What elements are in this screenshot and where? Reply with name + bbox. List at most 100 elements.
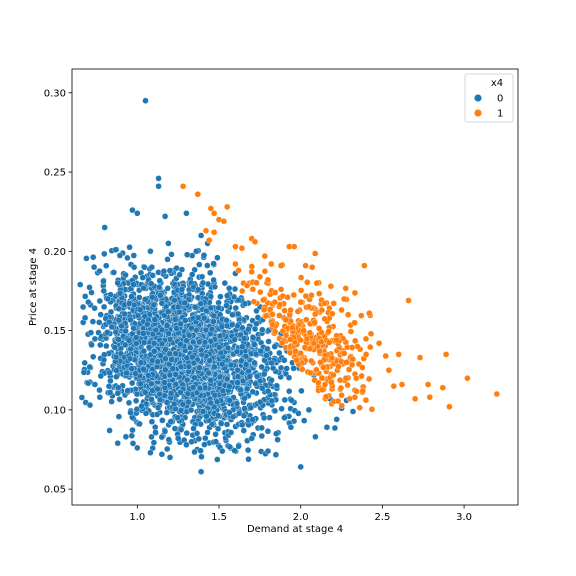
data-point-series-1 [306, 345, 314, 352]
data-point-series-1 [309, 264, 316, 271]
data-point-series-1 [297, 287, 305, 294]
data-point-series-0 [185, 363, 192, 370]
data-point-series-0 [223, 421, 231, 428]
data-point-series-0 [106, 427, 113, 434]
data-point-series-1 [268, 260, 275, 268]
data-point-series-1 [232, 243, 239, 250]
data-point-series-1 [342, 375, 350, 382]
data-point-series-0 [142, 296, 149, 303]
data-point-series-0 [81, 359, 88, 367]
data-point-series-0 [183, 376, 191, 384]
data-point-series-1 [251, 238, 259, 245]
data-point-series-1 [287, 306, 294, 314]
data-point-series-0 [162, 366, 169, 373]
data-point-series-0 [219, 447, 226, 455]
data-point-series-0 [177, 407, 185, 414]
data-point-series-1 [248, 268, 255, 276]
data-point-series-0 [115, 317, 123, 324]
data-point-series-0 [312, 433, 319, 440]
data-point-series-0 [160, 268, 168, 275]
data-point-series-1 [312, 250, 319, 257]
data-point-series-0 [221, 279, 228, 287]
legend-box [464, 73, 514, 123]
data-point-series-0 [121, 310, 128, 318]
data-point-series-0 [258, 363, 265, 371]
data-point-series-0 [242, 353, 250, 360]
data-point-series-0 [204, 429, 211, 436]
data-point-series-0 [181, 299, 188, 306]
data-point-series-1 [260, 296, 267, 304]
data-point-series-0 [115, 305, 122, 312]
data-point-series-1 [282, 332, 290, 339]
data-point-series-1 [326, 339, 333, 346]
data-point-series-1 [493, 390, 500, 398]
data-point-series-0 [226, 383, 233, 390]
data-point-series-0 [100, 287, 107, 295]
data-point-series-0 [144, 321, 151, 328]
data-point-series-0 [331, 424, 339, 432]
data-point-series-0 [226, 285, 233, 292]
data-point-series-0 [90, 254, 97, 261]
data-point-series-0 [197, 346, 205, 354]
data-point-series-0 [100, 356, 108, 364]
data-point-series-0 [183, 354, 190, 361]
data-point-series-1 [320, 364, 327, 371]
data-point-series-0 [234, 379, 241, 386]
data-point-series-1 [346, 395, 353, 402]
data-point-series-0 [175, 435, 182, 442]
data-point-series-1 [206, 237, 213, 244]
data-point-series-0 [168, 251, 175, 258]
data-point-series-0 [214, 425, 222, 432]
data-point-series-1 [336, 377, 344, 384]
data-point-series-0 [216, 344, 223, 351]
data-point-series-1 [390, 382, 397, 390]
data-point-series-0 [83, 255, 90, 262]
data-point-series-0 [147, 449, 154, 456]
data-point-series-0 [133, 334, 140, 341]
data-point-series-0 [183, 429, 190, 437]
data-point-series-0 [131, 301, 138, 309]
data-point-series-0 [219, 360, 226, 368]
data-point-series-0 [110, 269, 118, 276]
data-point-series-1 [238, 245, 246, 252]
data-point-series-0 [116, 290, 124, 297]
data-point-series-0 [163, 322, 171, 329]
data-point-series-1 [317, 359, 324, 366]
data-point-series-0 [158, 326, 166, 334]
data-point-series-0 [159, 417, 166, 424]
data-point-series-0 [199, 408, 207, 415]
data-point-series-0 [226, 409, 233, 416]
data-point-series-1 [349, 344, 356, 351]
x-tick-label: 2.5 [374, 512, 390, 523]
data-point-series-0 [133, 340, 140, 347]
data-point-series-0 [133, 390, 141, 398]
data-point-series-0 [271, 343, 278, 350]
y-tick-label: 0.20 [44, 247, 66, 258]
data-point-series-1 [316, 290, 323, 297]
data-point-series-0 [196, 384, 204, 392]
data-point-series-0 [283, 365, 290, 372]
data-point-series-0 [174, 414, 181, 421]
data-point-series-0 [107, 308, 115, 316]
data-point-series-0 [96, 386, 103, 394]
data-point-series-0 [114, 279, 121, 287]
data-point-series-0 [140, 339, 148, 346]
data-point-series-0 [211, 283, 219, 291]
data-point-series-0 [207, 377, 214, 384]
data-point-series-0 [91, 335, 99, 343]
data-point-series-0 [155, 284, 163, 291]
data-point-series-0 [229, 413, 237, 421]
data-point-series-0 [245, 368, 252, 375]
data-point-series-0 [161, 213, 169, 220]
data-point-series-0 [224, 375, 231, 383]
data-point-series-1 [304, 279, 311, 286]
data-point-series-0 [178, 286, 186, 293]
data-point-series-1 [261, 252, 268, 260]
data-point-series-0 [204, 262, 211, 269]
data-point-series-0 [243, 385, 251, 393]
data-point-series-0 [96, 297, 103, 305]
data-point-series-0 [137, 380, 144, 387]
data-point-series-1 [307, 369, 314, 377]
data-point-series-0 [126, 355, 134, 362]
